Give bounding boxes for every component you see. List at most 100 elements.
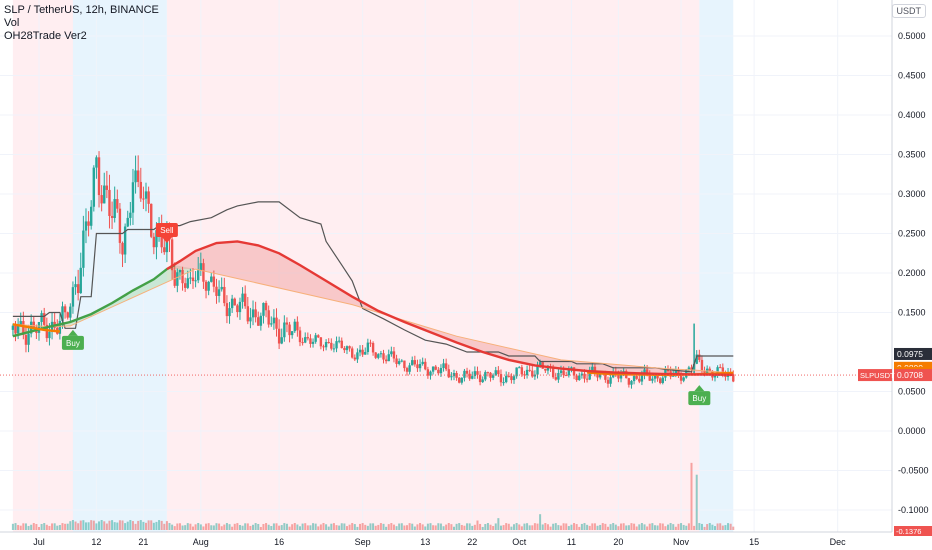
volume-bar: [400, 523, 403, 530]
candle-body: [716, 367, 719, 376]
candle-body: [379, 353, 383, 355]
candle-body: [249, 317, 252, 322]
candle-body: [392, 351, 396, 359]
candle-body: [458, 377, 461, 383]
candle-body: [682, 377, 685, 381]
volume-bar: [267, 524, 270, 530]
volume-bar: [272, 523, 275, 530]
candle-body: [656, 374, 659, 379]
volume-bar: [301, 523, 304, 530]
candle-body: [528, 369, 531, 371]
trend-stop-line: [12, 201, 734, 373]
candle-body: [708, 368, 711, 371]
red-ma: [166, 240, 734, 376]
volume-bar: [460, 524, 463, 530]
x-tick-label: 21: [138, 537, 148, 547]
candle-body: [277, 328, 281, 344]
volume-bar: [108, 520, 111, 530]
candle-body: [481, 379, 484, 383]
candle-body: [103, 185, 106, 204]
currency-button[interactable]: USDT: [891, 4, 926, 18]
candle-body: [450, 376, 453, 378]
candle-body: [713, 375, 717, 378]
candle-body: [314, 335, 317, 342]
candle-body: [309, 338, 312, 344]
volume-bar: [716, 523, 719, 530]
candle-body: [424, 361, 427, 370]
volume-bar: [11, 523, 14, 530]
candle-body: [236, 305, 239, 313]
volume-bar: [492, 526, 495, 530]
candle-body: [306, 337, 310, 339]
candle-body: [95, 157, 98, 168]
candle-body: [66, 312, 69, 318]
candle-body: [476, 371, 479, 375]
volume-bar: [711, 524, 714, 530]
volume-bar: [690, 462, 693, 530]
volume-bar: [638, 524, 641, 530]
price-label: 0.0975: [897, 349, 923, 359]
candle-body: [400, 360, 403, 362]
y-tick-label: 0.3500: [898, 150, 926, 160]
candle-body: [32, 321, 35, 328]
candle-body: [617, 375, 620, 379]
candle-body: [546, 366, 550, 371]
volume-bar: [74, 521, 77, 530]
candle-body: [580, 373, 584, 376]
volume-bar: [387, 524, 390, 530]
signal-region-3: [699, 0, 734, 532]
x-tick-label: Jul: [33, 537, 45, 547]
candle-body: [243, 293, 247, 307]
volume-bar: [165, 521, 168, 530]
signal-region-1: [72, 0, 167, 532]
candle-body: [632, 376, 636, 382]
volume-bar: [473, 524, 476, 530]
candle-body: [502, 382, 505, 384]
candle-body: [565, 375, 568, 377]
candle-body: [189, 277, 192, 279]
volume-bar: [64, 523, 67, 530]
candle-body: [322, 346, 325, 348]
volume-bar: [484, 524, 487, 530]
volume-bar: [507, 523, 510, 530]
candle-body: [384, 359, 388, 362]
volume-bar: [557, 525, 560, 530]
candle-body: [183, 283, 187, 288]
volume-bar: [463, 525, 466, 530]
indicator-legend[interactable]: OH28Trade Ver2: [4, 30, 87, 42]
volume-bar: [152, 522, 155, 530]
price-label: 0.0708: [897, 370, 923, 380]
y-tick-label: 0.2500: [898, 229, 926, 239]
volume-bar: [479, 523, 482, 530]
volume-bar: [181, 525, 184, 530]
volume-bar: [150, 520, 153, 530]
x-tick-label: 15: [749, 537, 759, 547]
signal-arrow: [161, 236, 172, 243]
candle-body: [69, 306, 72, 318]
candle-body: [100, 195, 103, 204]
volume-bar: [194, 524, 197, 530]
volume-bar: [703, 526, 706, 530]
orange-ma-left: [12, 323, 61, 333]
volume-bar: [351, 523, 354, 530]
volume-bar: [176, 523, 179, 530]
volume-bar: [322, 523, 325, 530]
volume-bar: [471, 525, 474, 530]
candle-body: [230, 298, 234, 309]
volume-bar: [168, 523, 171, 530]
volume-bar: [570, 524, 573, 530]
candle-body: [238, 301, 242, 313]
volume-bar: [134, 523, 137, 530]
candle-body: [478, 374, 482, 383]
volume-bar: [560, 525, 562, 530]
signal-region-2: [166, 0, 700, 532]
y-tick-label: -0.0500: [898, 466, 929, 476]
signal-label: Buy: [66, 339, 80, 348]
candle-body: [369, 342, 372, 344]
volume-bar: [202, 526, 205, 530]
volume-bar: [220, 526, 223, 530]
volume-bar: [549, 526, 552, 530]
volume-bar: [643, 524, 646, 530]
candle-body: [442, 363, 445, 368]
